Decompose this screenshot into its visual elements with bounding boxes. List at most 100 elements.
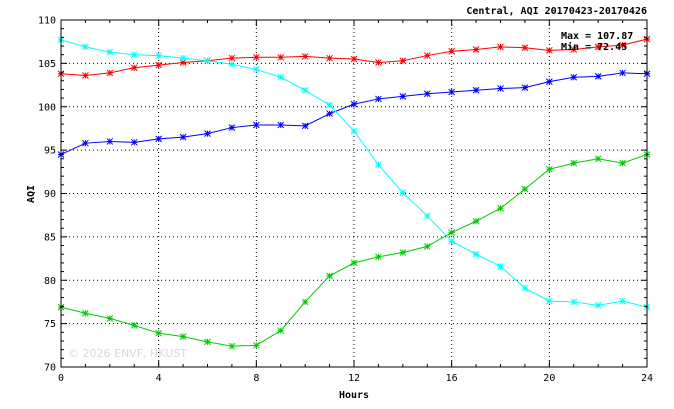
data-point-marker: [545, 47, 553, 54]
data-point-marker: [350, 55, 358, 63]
data-point-marker: [545, 297, 553, 305]
data-point-marker: [301, 53, 309, 60]
data-point-marker: [301, 122, 309, 130]
x-tick-label: 24: [641, 373, 653, 384]
y-tick-label: 105: [38, 59, 56, 70]
data-point-marker: [350, 100, 358, 108]
data-point-marker: [350, 127, 358, 135]
data-point-marker: [521, 84, 529, 92]
data-point-marker: [521, 284, 529, 292]
data-point-marker: [570, 46, 578, 53]
data-point-marker: [594, 43, 602, 51]
data-point-marker: [204, 57, 211, 65]
chart-title: Central, AQI 20170423-20170426: [466, 6, 647, 17]
x-tick-label: 16: [446, 373, 458, 384]
data-point-marker: [448, 88, 456, 96]
watermark: © 2026 ENVF, HKUST: [68, 347, 187, 360]
data-point-marker: [179, 133, 187, 141]
series-layer: [57, 35, 651, 350]
max-annotation: Max = 107.87: [561, 31, 633, 42]
data-point-marker: [545, 165, 553, 173]
data-point-marker: [277, 73, 285, 81]
data-point-marker: [155, 61, 163, 69]
data-point-marker: [252, 121, 260, 129]
data-point-marker: [472, 250, 480, 258]
data-point-marker: [399, 57, 407, 65]
y-tick-label: 85: [44, 232, 56, 243]
y-axis-label: AQI: [26, 185, 37, 203]
data-point-marker: [326, 101, 333, 109]
data-point-marker: [472, 46, 480, 53]
data-point-marker: [423, 90, 431, 98]
min-annotation: Min = 72.45: [561, 41, 627, 53]
data-point-marker: [619, 69, 626, 77]
data-point-marker: [545, 78, 553, 85]
data-point-marker: [326, 110, 333, 118]
data-point-marker: [570, 159, 578, 167]
data-point-marker: [130, 138, 138, 146]
data-point-marker: [277, 53, 285, 61]
data-point-marker: [619, 297, 626, 305]
data-point-marker: [423, 52, 431, 59]
data-point-marker: [448, 237, 456, 245]
y-tick-label: 70: [44, 363, 56, 374]
data-point-marker: [82, 72, 89, 79]
data-point-marker: [204, 338, 211, 346]
data-point-marker: [252, 341, 260, 349]
y-tick-label: 95: [44, 146, 56, 157]
data-point-marker: [155, 135, 163, 143]
data-point-marker: [130, 322, 138, 329]
data-point-marker: [619, 159, 626, 167]
y-tick-label: 75: [44, 319, 56, 330]
data-point-marker: [155, 52, 163, 59]
data-point-marker: [375, 253, 382, 261]
data-point-marker: [472, 217, 480, 225]
data-point-marker: [228, 124, 236, 131]
data-point-marker: [521, 44, 529, 52]
axis-ticks: 0 4 8 12 16 20 24 70 75 80 85 90 95 100 105 110: [38, 16, 653, 385]
data-point-marker: [228, 342, 236, 350]
data-point-marker: [399, 92, 407, 100]
data-point-marker: [277, 121, 285, 129]
data-point-marker: [399, 249, 407, 256]
data-point-marker: [448, 47, 456, 55]
y-tick-label: 110: [38, 16, 56, 27]
data-point-marker: [277, 327, 285, 334]
data-point-marker: [179, 333, 187, 340]
data-point-marker: [155, 329, 163, 337]
data-point-marker: [448, 229, 456, 236]
data-point-marker: [228, 60, 236, 68]
data-point-marker: [301, 86, 309, 94]
data-point-marker: [570, 73, 578, 81]
data-point-marker: [82, 309, 89, 317]
data-point-marker: [228, 54, 236, 62]
data-point-marker: [375, 59, 382, 66]
grid: [61, 20, 647, 367]
x-tick-label: 8: [253, 373, 259, 384]
data-point-marker: [350, 259, 358, 267]
y-tick-label: 80: [44, 276, 56, 287]
data-point-marker: [594, 302, 602, 309]
data-point-marker: [106, 138, 114, 145]
x-axis-label: Hours: [339, 390, 369, 401]
y-tick-label: 90: [44, 189, 56, 200]
data-point-marker: [106, 69, 114, 77]
data-point-marker: [472, 86, 480, 94]
data-point-marker: [619, 41, 626, 49]
data-point-marker: [82, 139, 89, 147]
data-point-marker: [423, 243, 431, 250]
series-2: [57, 36, 651, 311]
data-point-marker: [252, 66, 260, 73]
data-point-marker: [423, 212, 431, 220]
data-point-marker: [497, 43, 504, 51]
data-point-marker: [497, 263, 504, 270]
data-point-marker: [594, 73, 602, 80]
data-point-marker: [326, 54, 333, 62]
data-point-marker: [375, 161, 382, 169]
data-point-marker: [130, 51, 138, 59]
data-point-marker: [130, 64, 138, 72]
data-point-marker: [497, 204, 504, 212]
data-point-marker: [375, 95, 382, 103]
